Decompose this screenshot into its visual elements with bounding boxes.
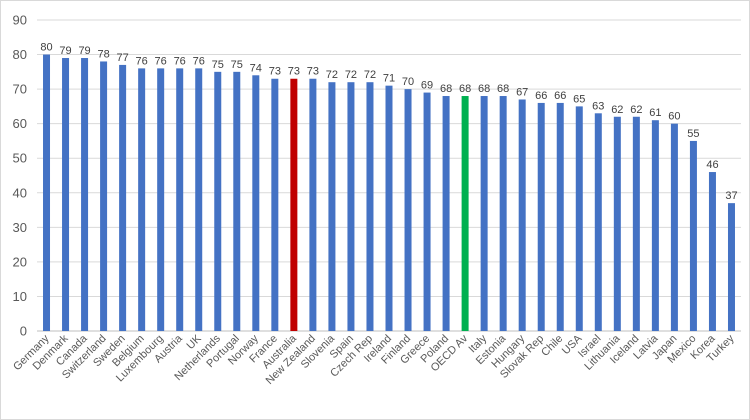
data-label: 71 [383, 73, 395, 85]
data-label: 76 [136, 55, 148, 67]
bar [176, 68, 184, 331]
data-label: 73 [307, 66, 319, 78]
bar [328, 82, 336, 331]
data-label: 68 [440, 83, 452, 95]
bar [727, 203, 735, 331]
data-labels: 80 79 79 78 77 76 76 76 76 75 75 74 73 73 73 72 72 72 71 70… [40, 42, 737, 203]
data-label: 74 [250, 62, 262, 74]
bar [233, 71, 241, 331]
data-label: 66 [554, 90, 566, 102]
bar [518, 99, 526, 331]
data-label: 76 [193, 55, 205, 67]
data-label: 77 [116, 52, 128, 64]
bar [537, 102, 545, 331]
data-label: 75 [212, 59, 224, 71]
bars [43, 54, 735, 332]
data-label: 46 [706, 159, 718, 171]
data-label: 68 [478, 83, 490, 95]
bar [404, 89, 412, 331]
y-tick-label: 30 [13, 220, 27, 235]
data-label: 68 [459, 83, 471, 95]
y-tick-label: 50 [13, 151, 27, 166]
bar [271, 78, 279, 331]
bar [62, 58, 70, 332]
data-label: 70 [402, 76, 414, 88]
bar [290, 78, 298, 331]
data-label: 72 [326, 69, 338, 81]
bar [499, 96, 507, 332]
bar [480, 96, 488, 332]
data-label: 68 [497, 83, 509, 95]
y-tick-label: 10 [13, 289, 27, 304]
data-label: 37 [725, 190, 737, 202]
bar [594, 113, 602, 331]
bar [195, 68, 203, 331]
data-label: 66 [535, 90, 547, 102]
bar [442, 96, 450, 332]
y-tick-label: 0 [20, 324, 27, 339]
data-label: 76 [155, 55, 167, 67]
data-label: 67 [516, 86, 528, 98]
data-label: 76 [174, 55, 186, 67]
bar [613, 116, 621, 331]
data-label: 75 [231, 59, 243, 71]
bar [138, 68, 146, 331]
data-label: 55 [687, 128, 699, 140]
bar [347, 82, 355, 331]
bar [423, 92, 431, 331]
y-axis-ticks: 0 10 20 30 40 50 60 70 80 90 [13, 13, 27, 339]
data-label: 73 [269, 66, 281, 78]
y-tick-label: 80 [13, 47, 27, 62]
bar [689, 140, 697, 331]
data-label: 69 [421, 80, 433, 92]
data-label: 61 [649, 107, 661, 119]
data-label: 80 [40, 42, 52, 54]
data-label: 63 [592, 100, 604, 112]
data-label: 79 [78, 45, 90, 57]
y-tick-label: 60 [13, 116, 27, 131]
data-label: 79 [59, 45, 71, 57]
y-tick-label: 70 [13, 82, 27, 97]
category-labels: GermanyDenmarkCanadaSwitzerlandSwedenBel… [11, 332, 737, 387]
data-label: 60 [668, 111, 680, 123]
bar [119, 64, 127, 331]
bar [575, 106, 583, 331]
y-tick-label: 20 [13, 254, 27, 269]
bar [556, 102, 564, 331]
data-label: 72 [364, 69, 376, 81]
bar [632, 116, 640, 331]
bar [385, 85, 393, 332]
y-tick-label: 40 [13, 185, 27, 200]
bar [461, 96, 469, 332]
data-label: 78 [97, 48, 109, 60]
data-label: 62 [611, 104, 623, 116]
data-label: 72 [345, 69, 357, 81]
bar [81, 58, 89, 332]
bar [157, 68, 165, 331]
bar [366, 82, 374, 331]
data-label: 65 [573, 93, 585, 105]
bar [100, 61, 108, 331]
data-label: 62 [630, 104, 642, 116]
bar [309, 78, 317, 331]
data-label: 73 [288, 66, 300, 78]
bar [670, 123, 678, 332]
bar [708, 172, 716, 331]
bar [651, 120, 659, 331]
y-tick-label: 90 [13, 13, 27, 28]
bar [43, 54, 51, 332]
bar [214, 71, 222, 331]
bar [252, 75, 260, 332]
